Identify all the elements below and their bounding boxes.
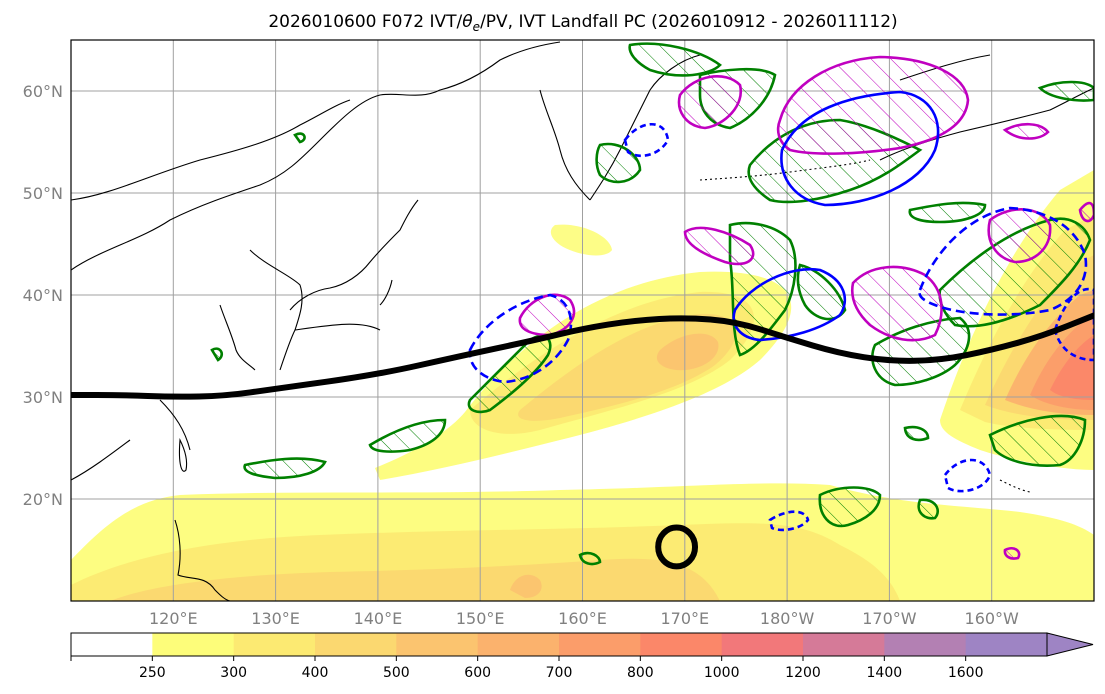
chart-title: 2026010600 F072 IVT/θe/PV, IVT Landfall … <box>268 12 897 34</box>
ivt-300-blob <box>550 224 612 256</box>
landfall-pc-layer <box>71 312 1094 570</box>
green-contour-13 <box>818 486 882 528</box>
colorbar-extend-arrow <box>1046 632 1094 657</box>
green-contour-17 <box>903 425 930 442</box>
colorbar-segment <box>396 633 479 656</box>
colorbar-segment <box>803 633 885 656</box>
green-contour-18 <box>293 132 306 144</box>
colorbar-label: 1000 <box>704 665 740 681</box>
colorbar-label: 1200 <box>785 665 821 681</box>
lat-tick-label: 30°N <box>23 388 63 407</box>
colorbar-segment <box>71 633 153 656</box>
green-contour-20 <box>1037 80 1094 102</box>
blue-contour-dashed-1 <box>468 293 573 384</box>
blue-contour-solid-2 <box>732 267 847 342</box>
green-contour-19 <box>210 347 224 362</box>
green-contour-6 <box>796 263 847 321</box>
colorbar-segment <box>233 633 316 656</box>
colorbar-label: 400 <box>302 665 329 681</box>
colorbar-label: 500 <box>383 665 410 681</box>
pv-contour-7 <box>1002 122 1050 140</box>
blue-contour-solid-1 <box>780 90 940 207</box>
blue-contour-dashed-3 <box>623 123 670 157</box>
pv-contour-3 <box>683 226 755 266</box>
lon-tick-label: 130°E <box>251 609 300 628</box>
lon-tick-label: 170°E <box>660 609 709 628</box>
green-contour-11 <box>243 457 327 480</box>
colorbar-label: 800 <box>627 665 654 681</box>
colorbar-segment <box>721 633 804 656</box>
ivt-600-band-north <box>656 333 719 371</box>
lon-tick-label: 170°W <box>862 609 917 628</box>
blue-contour-dashed-5 <box>768 510 810 532</box>
pv-contour-6 <box>987 208 1052 264</box>
map-frame <box>70 39 1095 602</box>
blue-contour-dashed-2 <box>918 206 1088 316</box>
green-contour-16 <box>917 498 940 520</box>
green-contour-14 <box>908 201 987 224</box>
colorbar-label: 1600 <box>948 665 984 681</box>
longitude-labels: 120°E 130°E 140°E 150°E 160°E 170°E 180°W 170°W… <box>149 609 1019 628</box>
closed-black-contour <box>655 524 699 570</box>
coast-japan <box>289 199 419 311</box>
latitude-labels: 60°N 50°N 40°N 30°N 20°N <box>23 82 63 509</box>
colorbar-label: 1400 <box>867 665 903 681</box>
lon-tick-label: 140°E <box>354 609 403 628</box>
lat-tick-label: 50°N <box>23 184 63 203</box>
ivt-colorbar: 250 300 400 500 600 700 800 1000 1200 1400 1600 <box>70 632 1094 681</box>
ivt-600-band-south <box>510 574 542 598</box>
lon-tick-label: 180°W <box>760 609 815 628</box>
green-contour-12 <box>368 418 447 453</box>
colorbar-segment <box>640 633 723 656</box>
ivt-1000-east <box>1050 335 1094 400</box>
blue-contour-dashed-6 <box>1053 287 1094 362</box>
green-contour-10 <box>988 414 1087 467</box>
landfall-pc-line <box>71 312 1094 400</box>
coast-philippines <box>174 519 231 601</box>
colorbar-segment <box>559 633 641 656</box>
coast-taiwan <box>178 437 188 472</box>
coast-hawaii <box>999 479 1031 493</box>
colorbar-label: 600 <box>464 665 491 681</box>
colorbar-segment <box>884 633 967 656</box>
colorbar-segment <box>315 633 397 656</box>
pv-contour-2 <box>776 55 970 155</box>
ivt-shading <box>71 170 1094 601</box>
lat-tick-label: 40°N <box>23 286 63 305</box>
lon-tick-label: 160°E <box>558 609 607 628</box>
pv-contours <box>518 55 1094 560</box>
colorbar-label: 300 <box>220 665 247 681</box>
ivt-500-band-south <box>110 558 720 601</box>
lon-tick-label: 160°W <box>965 609 1020 628</box>
theta-e-positive-contours <box>210 42 1094 566</box>
lon-tick-label: 120°E <box>149 609 198 628</box>
theta-e-negative-contours <box>468 90 1094 532</box>
lat-tick-label: 20°N <box>23 490 63 509</box>
colorbar-segment <box>152 633 235 656</box>
pv-contour-9 <box>1078 201 1094 223</box>
lon-tick-label: 150°E <box>456 609 505 628</box>
green-contour-15 <box>578 551 602 566</box>
lat-tick-label: 60°N <box>23 82 63 101</box>
colorbar-label: 250 <box>139 665 166 681</box>
green-contour-7 <box>467 334 552 414</box>
pv-contour-1 <box>677 75 743 130</box>
pv-contour-8 <box>1003 547 1021 560</box>
colorbar-segment <box>965 633 1048 656</box>
map-panel <box>70 39 1095 602</box>
colorbar-segment <box>477 633 560 656</box>
pv-contour-5 <box>850 265 943 342</box>
colorbar-label: 700 <box>546 665 573 681</box>
